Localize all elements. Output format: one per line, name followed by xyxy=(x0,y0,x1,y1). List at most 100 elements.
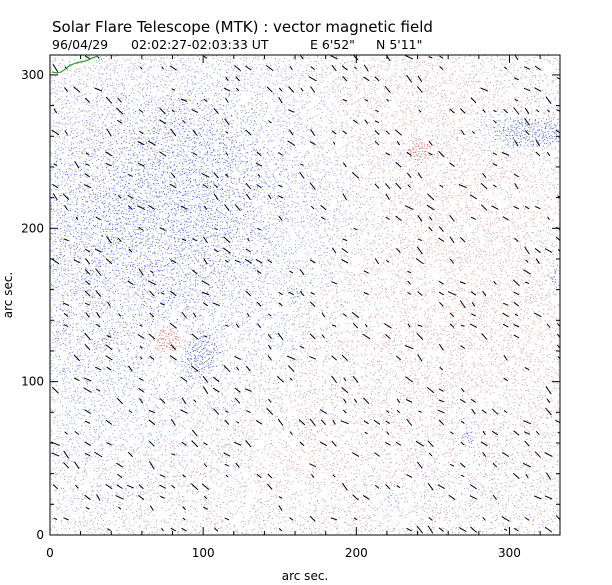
field-vector xyxy=(203,495,208,500)
field-vector xyxy=(426,387,435,394)
field-vector xyxy=(289,377,293,381)
field-vector xyxy=(212,376,220,383)
field-vector xyxy=(138,268,144,276)
field-vector xyxy=(524,246,530,255)
field-vector xyxy=(202,302,208,307)
field-vector xyxy=(427,482,434,491)
field-vector xyxy=(404,345,414,350)
field-vector xyxy=(439,55,444,59)
field-vector xyxy=(63,462,70,469)
field-vector xyxy=(268,398,272,403)
field-vector xyxy=(267,483,273,490)
field-vector xyxy=(94,366,102,371)
field-vector xyxy=(289,517,294,521)
field-vector xyxy=(190,365,199,372)
field-vector xyxy=(74,461,80,469)
field-vector xyxy=(513,173,519,178)
field-vector xyxy=(534,312,542,318)
field-vector xyxy=(544,248,553,253)
field-vector xyxy=(83,184,92,189)
field-vector xyxy=(201,280,210,286)
field-vector xyxy=(385,183,391,190)
field-vector xyxy=(482,172,487,178)
field-vector xyxy=(277,332,284,341)
field-vector xyxy=(62,302,70,306)
field-vector xyxy=(278,496,283,499)
field-vector xyxy=(169,322,177,329)
field-vector xyxy=(309,333,316,340)
field-vector xyxy=(299,172,305,179)
field-vector xyxy=(234,65,241,71)
field-vector xyxy=(556,323,560,328)
field-vector xyxy=(256,151,262,157)
field-vector xyxy=(202,183,209,189)
field-vector xyxy=(84,248,91,253)
field-vector xyxy=(385,152,391,156)
field-vector xyxy=(171,88,176,91)
field-vector xyxy=(341,259,349,264)
field-vector xyxy=(267,344,272,350)
field-vector xyxy=(396,409,401,414)
field-vector xyxy=(459,398,466,403)
field-vector xyxy=(170,344,176,351)
field-vector xyxy=(75,216,79,220)
field-vector xyxy=(128,205,133,210)
field-vector xyxy=(332,141,336,145)
field-vector xyxy=(406,474,413,478)
field-vector xyxy=(64,130,68,135)
field-vector xyxy=(139,324,143,327)
field-vector xyxy=(459,108,466,114)
field-vector xyxy=(482,290,487,297)
field-vector xyxy=(319,441,328,447)
field-vector xyxy=(235,323,240,328)
field-vector xyxy=(535,258,540,264)
field-vector xyxy=(223,452,231,457)
field-vector xyxy=(224,118,230,126)
field-vector xyxy=(309,141,316,146)
field-vector xyxy=(407,270,412,274)
field-vector xyxy=(105,96,113,104)
field-vector xyxy=(147,280,156,286)
field-vector xyxy=(502,451,510,458)
field-vector xyxy=(374,120,380,124)
field-vector xyxy=(449,258,455,264)
field-vector xyxy=(52,64,59,73)
field-vector xyxy=(514,313,518,317)
field-vector xyxy=(299,345,305,349)
field-vector xyxy=(417,354,423,362)
field-vector xyxy=(501,152,510,156)
field-vector xyxy=(557,195,560,198)
field-vector xyxy=(182,474,187,478)
field-vector xyxy=(235,76,240,82)
field-vector xyxy=(257,173,261,177)
field-vector xyxy=(405,376,413,383)
field-vector xyxy=(51,129,60,136)
field-vector xyxy=(159,227,166,231)
field-vector xyxy=(535,140,540,147)
field-vector xyxy=(545,472,552,480)
field-vector xyxy=(148,205,156,210)
field-vector xyxy=(437,409,445,414)
field-vector xyxy=(513,334,520,339)
field-vector xyxy=(213,107,219,115)
field-vector xyxy=(95,290,102,297)
field-vector xyxy=(85,312,90,318)
field-vector xyxy=(512,279,520,287)
field-vector xyxy=(395,441,402,446)
field-vector xyxy=(417,75,423,82)
field-vector xyxy=(84,452,91,457)
field-vector xyxy=(513,301,520,307)
field-vector xyxy=(300,87,304,92)
field-vector xyxy=(117,97,122,103)
field-vector xyxy=(351,452,360,457)
field-vector xyxy=(513,323,520,328)
field-vector xyxy=(449,463,455,467)
field-vector xyxy=(458,527,467,533)
field-vector xyxy=(513,291,520,296)
field-vector xyxy=(418,410,422,413)
field-vector xyxy=(245,248,251,253)
field-vector xyxy=(481,409,487,414)
field-vector xyxy=(535,430,540,436)
field-vector xyxy=(386,410,390,413)
field-vector xyxy=(278,302,283,307)
